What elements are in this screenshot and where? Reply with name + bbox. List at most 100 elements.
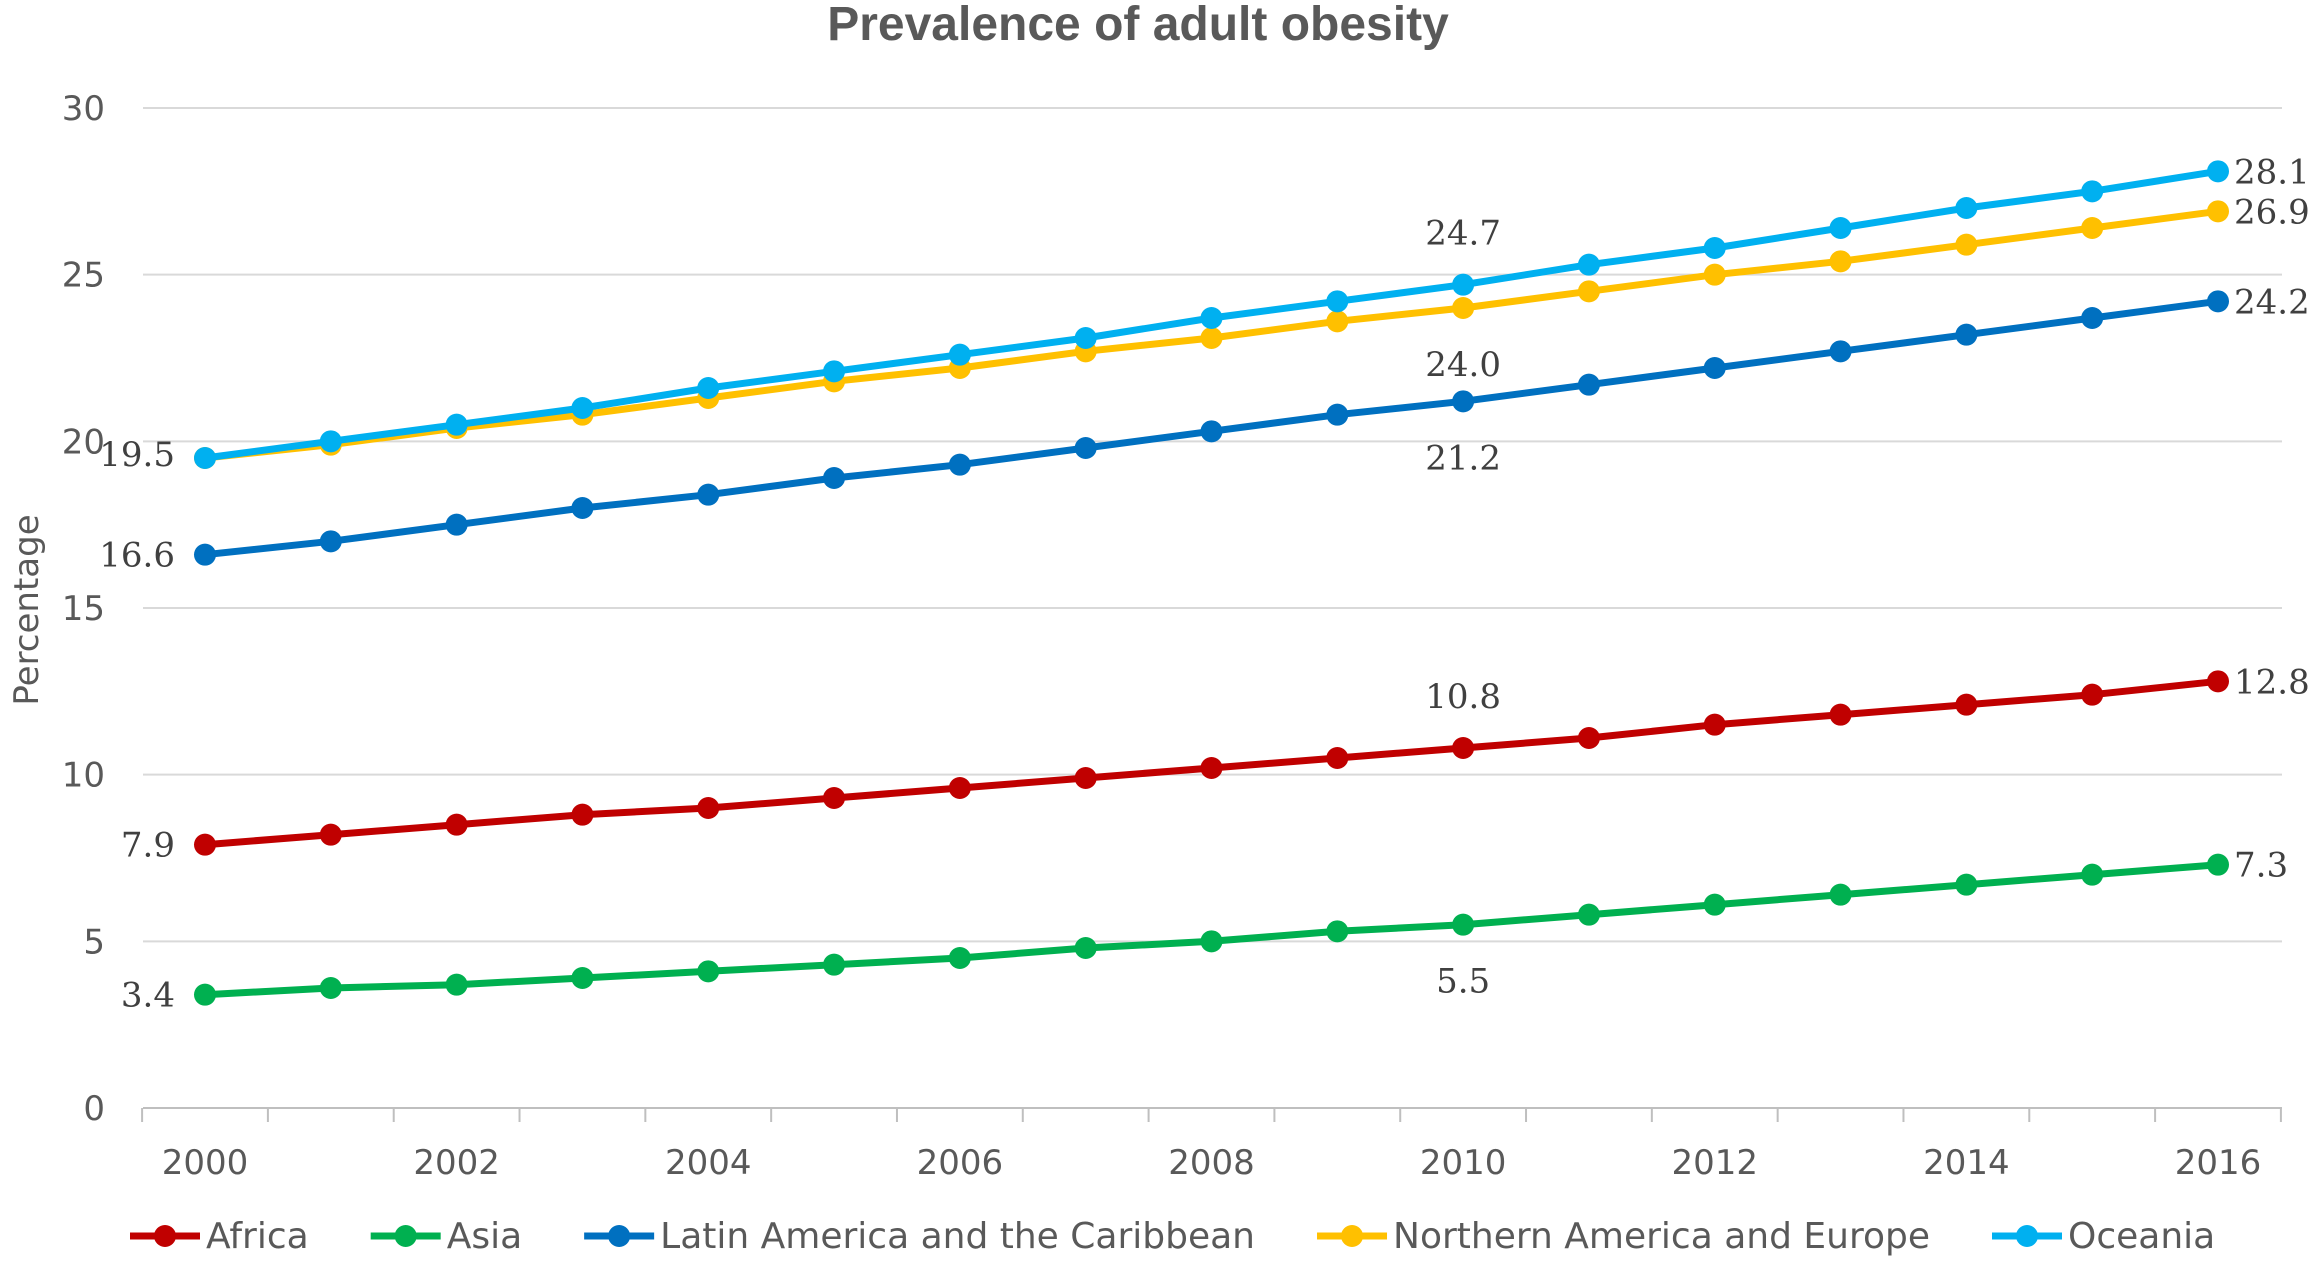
legend-label: Asia [447, 1216, 522, 1257]
data-point [1955, 693, 1978, 716]
data-point [2207, 160, 2229, 183]
data-point [1955, 233, 1978, 256]
data-point [1326, 310, 1349, 333]
data-point [1452, 913, 1475, 936]
data-point [1829, 883, 1852, 906]
data-point [823, 467, 846, 489]
data-point [948, 777, 971, 799]
legend-label: Oceania [2068, 1216, 2215, 1257]
data-point [823, 360, 846, 383]
data-point [571, 803, 594, 826]
data-label: 26.9 [2234, 192, 2310, 232]
data-point [697, 797, 720, 819]
data-point [1326, 920, 1349, 943]
data-point [948, 343, 971, 366]
data-label: 10.8 [1425, 677, 1501, 717]
data-point [445, 813, 468, 836]
data-point [1955, 197, 1978, 219]
data-point [1703, 893, 1726, 916]
data-point [948, 947, 971, 969]
data-point [319, 823, 342, 846]
data-point [1200, 757, 1223, 779]
data-label: 24.2 [2234, 282, 2310, 322]
data-point [1074, 937, 1097, 959]
data-point [571, 497, 594, 519]
data-label: 24.0 [1425, 345, 1501, 385]
x-tick-label: 2004 [665, 1143, 752, 1183]
series-asia [194, 853, 2229, 1006]
legend-swatch-marker [2016, 1225, 2038, 1247]
data-point [1200, 420, 1223, 443]
x-tick-label: 2002 [413, 1143, 500, 1183]
data-point [194, 833, 216, 856]
legend: Africa Asia Latin America and the Caribbea… [130, 1216, 2215, 1257]
data-point [1452, 273, 1475, 296]
data-point [1829, 217, 1852, 239]
axes: 0 5 10 15 20 25 30 2000 2002 2004 2006 2008 2010 2012… [62, 89, 2282, 1183]
data-label: 5.5 [1436, 962, 1490, 1002]
data-point [1452, 390, 1475, 413]
data-point [1577, 903, 1600, 926]
data-label: 21.2 [1425, 438, 1501, 478]
legend-label: Africa [206, 1216, 309, 1257]
data-point [1200, 307, 1223, 329]
data-point [194, 447, 216, 469]
y-tick-label: 15 [62, 589, 105, 629]
y-axis-label: Percentage [7, 514, 47, 705]
data-point [823, 953, 846, 976]
data-point [1452, 297, 1475, 319]
x-tick-label: 2000 [162, 1143, 249, 1183]
y-tick-label: 20 [62, 422, 105, 462]
data-label: 16.6 [99, 536, 175, 576]
data-point [319, 530, 342, 553]
legend-item-asia: Asia [370, 1216, 522, 1257]
series-line-asia [204, 861, 2219, 999]
data-point [1326, 290, 1349, 313]
data-label: 7.9 [121, 826, 175, 866]
data-point [2207, 853, 2229, 876]
legend-item-africa: Africa [130, 1216, 309, 1257]
y-tick-label: 5 [83, 922, 105, 962]
y-tick-label: 10 [62, 756, 105, 796]
legend-swatch-marker [154, 1225, 176, 1247]
legend-swatch-marker [394, 1225, 417, 1247]
y-tick-label: 30 [62, 89, 105, 129]
data-label: 28.1 [2234, 152, 2310, 192]
data-point [571, 967, 594, 989]
x-tick-label: 2006 [917, 1143, 1004, 1183]
legend-item-latin-america-and-the-caribbean: Latin America and the Caribbean [584, 1216, 1255, 1257]
data-label: 7.3 [2234, 846, 2288, 886]
data-point [2207, 290, 2229, 313]
data-point [697, 483, 720, 506]
data-point [445, 973, 468, 996]
data-point [1200, 930, 1223, 953]
data-point [194, 983, 216, 1006]
data-point [1955, 323, 1978, 346]
legend-label: Northern America and Europe [1393, 1216, 1930, 1257]
data-point [1829, 703, 1852, 726]
data-point [697, 377, 720, 399]
series-latin-america-and-the-caribbean [194, 290, 2229, 566]
legend-item-northern-america-and-europe: Northern America and Europe [1317, 1216, 1930, 1257]
data-point [823, 787, 846, 809]
data-point [1829, 340, 1852, 363]
data-point [445, 513, 468, 536]
legend-item-oceania: Oceania [1992, 1216, 2215, 1257]
data-point [1074, 437, 1097, 459]
data-point [1577, 727, 1600, 749]
data-point [1326, 747, 1349, 769]
data-point [2081, 863, 2104, 886]
data-label: 3.4 [121, 976, 175, 1016]
data-labels: 7.9 10.8 12.8 3.4 5.5 7.3 16.6 21.2 24.2 24.0 26.9… [99, 152, 2309, 1015]
data-point [1074, 767, 1097, 789]
x-tick-label: 2016 [2175, 1143, 2262, 1183]
x-tick-label: 2014 [1923, 1143, 2010, 1183]
data-point [1703, 357, 1726, 379]
data-point [1577, 373, 1600, 396]
data-point [1577, 253, 1600, 276]
legend-swatch-marker [1341, 1225, 1364, 1247]
data-point [1955, 873, 1978, 896]
legend-label: Latin America and the Caribbean [660, 1216, 1255, 1257]
